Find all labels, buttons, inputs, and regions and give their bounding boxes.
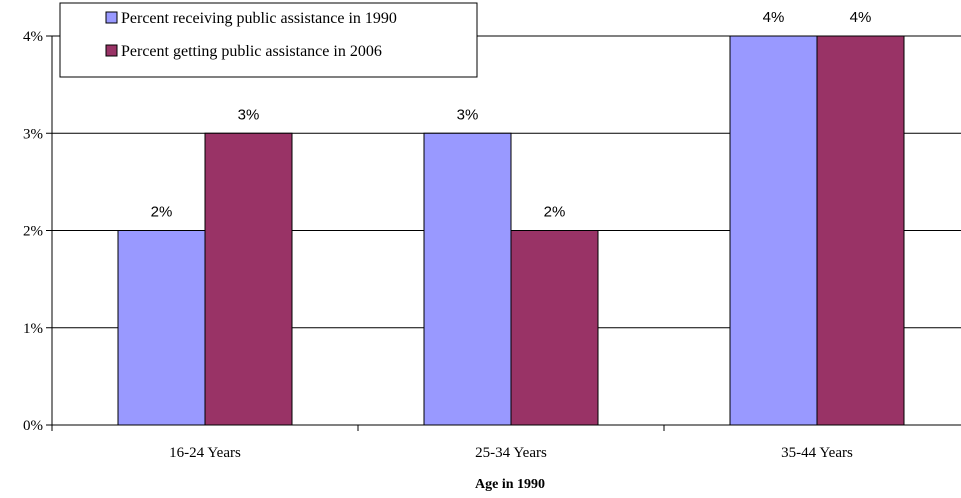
legend-swatch-1990 (105, 11, 118, 24)
bar-2006 (204, 132, 293, 426)
legend-swatch-2006 (105, 44, 118, 57)
data-label: 3% (238, 106, 260, 123)
y-tick-label: 2% (23, 224, 43, 240)
y-tick-label: 1% (23, 321, 43, 337)
y-tick-label: 0% (23, 418, 43, 434)
y-tick-label: 3% (23, 126, 43, 142)
bar-1990 (423, 132, 512, 426)
data-label: 2% (151, 204, 173, 221)
x-axis-title: Age in 1990 (475, 477, 545, 492)
data-label: 4% (763, 9, 785, 26)
legend-label: Percent getting public assistance in 200… (121, 43, 382, 60)
category-label: 35-44 Years (781, 445, 853, 461)
data-label: 2% (544, 204, 566, 221)
data-label: 4% (850, 9, 872, 26)
bars (117, 35, 905, 426)
legend-box (59, 2, 478, 78)
legend: Percent receiving public assistance in 1… (59, 2, 478, 78)
bar-1990 (729, 35, 818, 426)
category-label: 16-24 Years (169, 445, 241, 461)
category-label: 25-34 Years (475, 445, 547, 461)
data-label: 3% (457, 106, 479, 123)
axes (46, 35, 961, 431)
legend-label: Percent receiving public assistance in 1… (121, 10, 397, 27)
labels: 0% 1% 2% 3% 4% 2% 3% 16-24 Years 3% 2% 25-34 Years… (23, 9, 871, 461)
bar-2006 (510, 230, 599, 426)
bar-2006 (816, 35, 905, 426)
bar-1990 (117, 230, 206, 426)
y-tick-label: 4% (23, 29, 43, 45)
